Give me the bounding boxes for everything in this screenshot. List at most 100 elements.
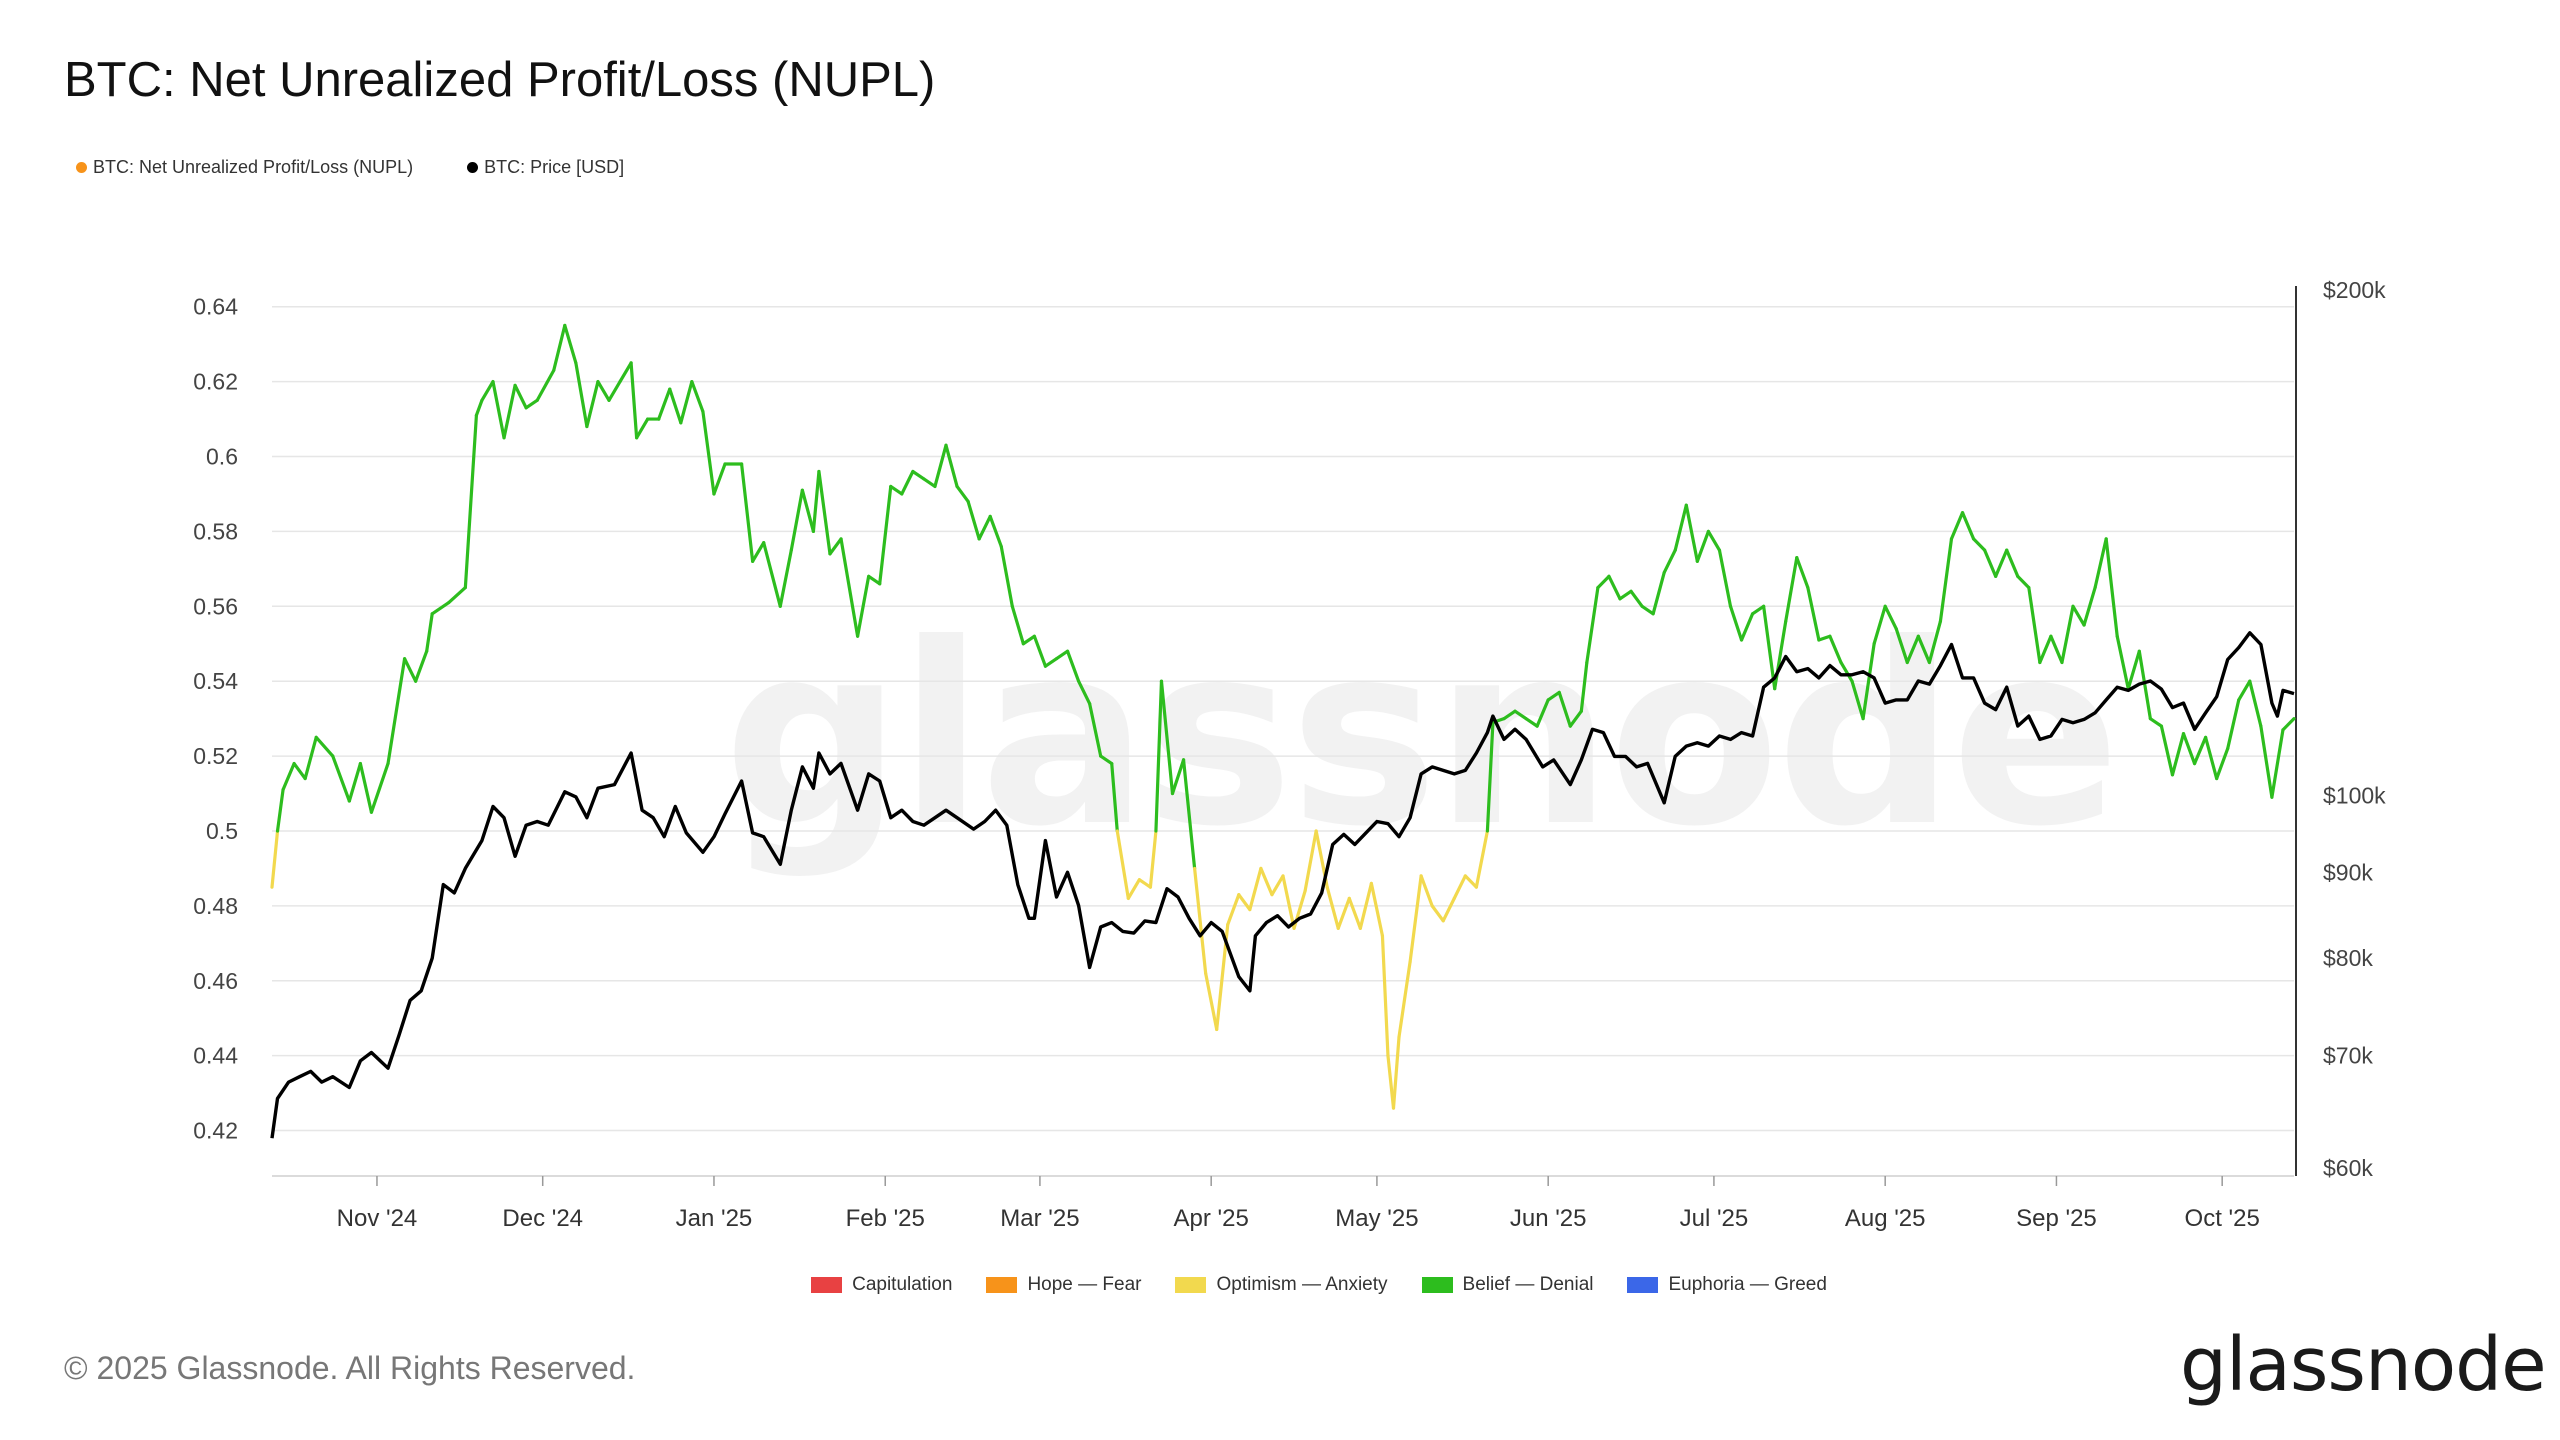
nupl-segment: [1110, 761, 1119, 833]
price-line: [270, 631, 2295, 1139]
nupl-segment: [2215, 746, 2230, 781]
nupl-segment: [811, 469, 821, 534]
y-left-tick-label: 0.44: [193, 1043, 238, 1069]
nupl-segment: [1237, 893, 1252, 912]
x-tick-label: Feb '25: [846, 1205, 925, 1232]
zone-legend-optimism-anxiety[interactable]: Optimism — Anxiety: [1175, 1274, 1388, 1296]
y-right-tick-label: $100k: [2323, 782, 2386, 808]
glassnode-logo[interactable]: glassnode: [2180, 1322, 2547, 1408]
nupl-segment: [2137, 649, 2152, 721]
nupl-segment: [2038, 634, 2053, 665]
y-left-tick-label: 0.42: [193, 1118, 238, 1144]
nupl-segment: [1347, 896, 1362, 930]
series-price: [270, 631, 2295, 1139]
x-tick-label: Jan '25: [676, 1205, 753, 1232]
y-left-tick-label: 0.58: [193, 518, 238, 544]
y-right-tick-label: $80k: [2323, 945, 2373, 971]
nupl-segment: [1065, 649, 1081, 683]
nupl-segment: [828, 537, 843, 556]
nupl-segment: [1397, 960, 1412, 1039]
top-legend: BTC: Net Unrealized Profit/Loss (NUPL) B…: [76, 157, 624, 178]
nupl-segment: [369, 761, 390, 814]
nupl-segment: [1159, 679, 1175, 796]
y-axis-left: 0.42 0.44 0.46 0.48 0.5 0.52 0.54 0.56 0.58 0.6 0.…: [193, 294, 238, 1144]
nupl-segment: [1817, 634, 1832, 642]
nupl-segment: [1336, 896, 1351, 930]
nupl-segment: [2104, 537, 2119, 638]
nupl-segment: [999, 544, 1014, 608]
y-left-tick-label: 0.56: [193, 593, 238, 619]
nupl-segment: [2115, 634, 2130, 691]
nupl-segment: [1684, 503, 1699, 563]
nupl-segment: [1430, 904, 1445, 923]
zone-legend-hope-fear[interactable]: Hope — Fear: [986, 1274, 1141, 1296]
nupl-segment: [1148, 829, 1158, 889]
nupl-segment: [2082, 585, 2097, 627]
nupl-segment: [292, 761, 307, 781]
nupl-segment: [474, 398, 484, 417]
nupl-segment: [314, 735, 335, 758]
nupl-segment: [701, 409, 716, 496]
nupl-segment: [414, 649, 429, 683]
nupl-segment: [1596, 574, 1611, 590]
zone-swatch-belief-denial: [1421, 1277, 1453, 1293]
x-tick-label: May '25: [1335, 1205, 1418, 1232]
nupl-segment: [1137, 878, 1153, 889]
legend-item-price[interactable]: BTC: Price [USD]: [467, 157, 624, 178]
nupl-segment: [1739, 612, 1755, 642]
nupl-segment: [1640, 604, 1655, 616]
nupl-segment: [1502, 709, 1517, 721]
zone-swatch-hope-fear: [986, 1277, 1018, 1293]
nupl-segment: [1281, 874, 1296, 930]
nupl-segment: [574, 361, 589, 429]
zone-label-capitulation: Capitulation: [852, 1274, 953, 1295]
zone-label-hope-fear: Hope — Fear: [1027, 1274, 1142, 1295]
nupl-segment: [955, 484, 970, 504]
nupl-segment: [762, 541, 782, 608]
nupl-segment: [618, 361, 633, 384]
nupl-segment: [1380, 934, 1390, 1058]
nupl-segment: [889, 484, 904, 496]
nupl-segment: [2159, 724, 2175, 777]
nupl-segment: [1762, 604, 1777, 691]
nupl-segment: [281, 761, 296, 792]
nupl-segment: [751, 541, 766, 563]
nupl-segment: [1270, 874, 1285, 897]
nupl-segment: [1452, 874, 1467, 900]
nupl-segment: [1629, 589, 1644, 608]
nupl-segment: [1535, 698, 1550, 728]
y-left-tick-label: 0.64: [193, 294, 238, 320]
nupl-segment: [1204, 971, 1219, 1032]
nupl-segment: [1369, 881, 1385, 938]
nupl-segment: [2005, 548, 2020, 578]
nupl-segment: [1905, 634, 1920, 665]
nupl-segment: [817, 469, 832, 556]
nupl-segment: [1695, 529, 1710, 563]
legend-label-nupl: BTC: Net Unrealized Profit/Loss (NUPL): [93, 157, 414, 177]
nupl-segment: [800, 488, 816, 534]
nupl-segment: [2148, 717, 2164, 728]
legend-item-nupl[interactable]: BTC: Net Unrealized Profit/Loss (NUPL): [76, 157, 413, 178]
zone-legend-capitulation[interactable]: Capitulation: [811, 1274, 952, 1296]
zone-swatch-euphoria-greed: [1627, 1277, 1659, 1293]
y-left-tick-label: 0.62: [193, 369, 238, 395]
nupl-segment: [1325, 885, 1340, 930]
zone-legend-belief-denial[interactable]: Belief — Denial: [1421, 1274, 1593, 1296]
zone-legend-euphoria-greed[interactable]: Euphoria — Greed: [1627, 1274, 1827, 1296]
nupl-segment: [878, 484, 893, 586]
nupl-segment: [275, 788, 285, 833]
nupl-segment: [2181, 732, 2197, 766]
nupl-segment: [1303, 829, 1318, 893]
zone-swatch-capitulation: [811, 1277, 843, 1293]
x-tick-label: Aug '25: [1845, 1205, 1926, 1232]
zone-swatch-optimism-anxiety: [1175, 1277, 1207, 1293]
legend-label-price: BTC: Price [USD]: [484, 157, 625, 177]
nupl-segment: [778, 548, 793, 608]
nupl-segment: [1662, 548, 1677, 575]
nupl-segment: [430, 600, 451, 616]
series-nupl: [270, 323, 2296, 1110]
nupl-segment: [712, 462, 727, 496]
nupl-segment: [1773, 619, 1788, 691]
nupl-segment: [2270, 728, 2285, 799]
nupl-segment: [1894, 627, 1909, 665]
